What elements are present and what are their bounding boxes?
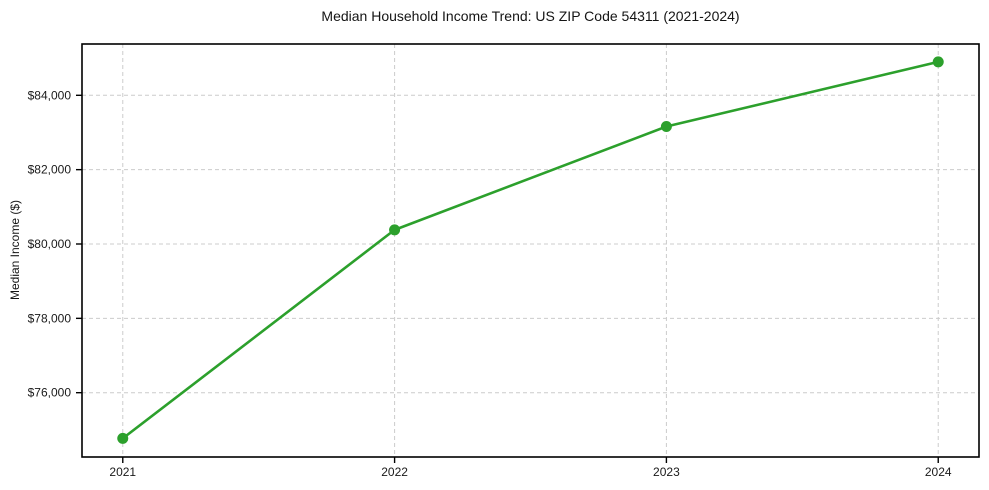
x-tick-label: 2024 [925,465,952,479]
x-tick-label: 2023 [653,465,680,479]
data-point [932,56,944,68]
gridlines [82,44,979,457]
chart-title: Median Household Income Trend: US ZIP Co… [321,8,740,24]
x-tick-label: 2022 [381,465,408,479]
plot-border [81,43,980,458]
y-tick-label: $76,000 [28,386,72,400]
y-tick-label: $82,000 [28,163,72,177]
tick-labels: 2021 2022 2023 2024 $76,000 $78,000 $80,000 $82… [28,88,952,479]
tick-marks [76,94,939,463]
data-point [660,121,672,133]
data-point [389,224,401,236]
data-point [117,432,129,444]
y-tick-label: $78,000 [28,311,72,325]
x-tick-label: 2021 [109,465,136,479]
data-line [121,60,940,440]
y-tick-label: $80,000 [28,237,72,251]
y-tick-label: $84,000 [28,88,72,102]
